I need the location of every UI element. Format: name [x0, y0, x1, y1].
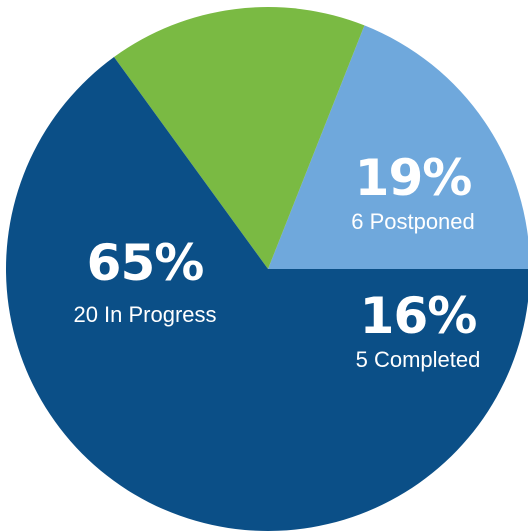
- slice-count-label: 20 In Progress: [73, 302, 216, 327]
- slice-percent-label: 19%: [355, 149, 472, 207]
- slice-percent-label: 65%: [87, 234, 204, 292]
- slice-percent-label: 16%: [360, 287, 477, 345]
- pie-slice-6-postponed: [268, 25, 528, 269]
- pie-slice-5-completed: [114, 7, 365, 270]
- pie-slice-20-in-progress: [6, 57, 528, 531]
- slice-count-label: 6 Postponed: [351, 209, 475, 234]
- slice-count-label: 5 Completed: [356, 347, 481, 372]
